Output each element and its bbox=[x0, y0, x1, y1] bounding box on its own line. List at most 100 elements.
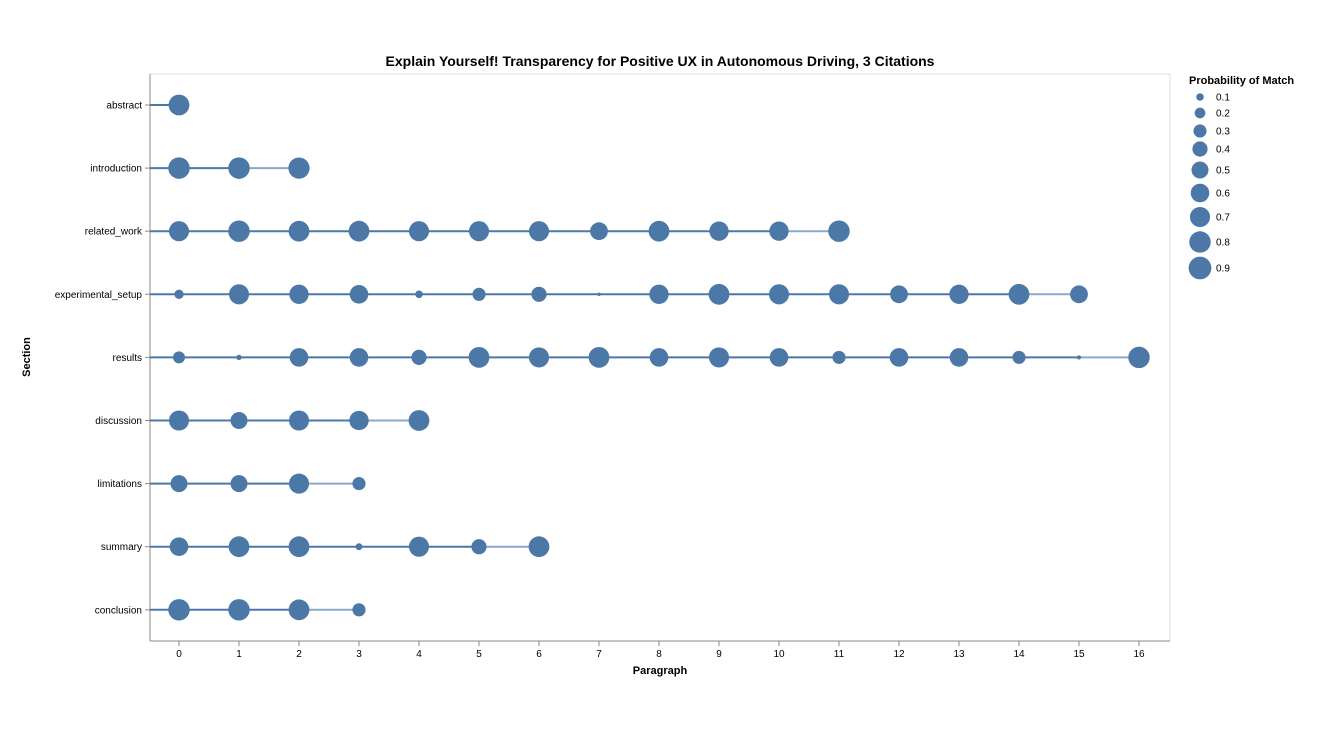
legend: Probability of Match 0.1 0.2 0.3 0.4 0.5 0.6 0… bbox=[1188, 75, 1294, 280]
point-experimental_setup-3 bbox=[349, 285, 369, 304]
point-results-6 bbox=[528, 347, 550, 368]
legend-label-0.9: 0.9 bbox=[1216, 264, 1230, 275]
point-related_work-7 bbox=[590, 222, 608, 241]
y-tick-label-experimental_setup: experimental_setup bbox=[55, 290, 143, 301]
x-tick-label-4: 4 bbox=[416, 649, 422, 660]
y-axis-ticks: abstract introduction related_work experime… bbox=[55, 101, 150, 616]
legend-symbol-0.6 bbox=[1190, 183, 1210, 203]
point-experimental_setup-10 bbox=[768, 284, 790, 305]
point-limitations-3 bbox=[352, 477, 366, 491]
point-results-11 bbox=[832, 350, 846, 364]
legend-symbol-0.8 bbox=[1189, 231, 1211, 253]
point-conclusion-2 bbox=[288, 599, 310, 621]
point-limitations-1 bbox=[230, 475, 248, 493]
point-results-4 bbox=[411, 349, 427, 365]
point-results-2 bbox=[289, 348, 309, 367]
point-conclusion-3 bbox=[352, 603, 366, 617]
x-tick-label-9: 9 bbox=[716, 649, 722, 660]
point-related_work-3 bbox=[348, 220, 370, 242]
point-experimental_setup-5 bbox=[472, 287, 486, 301]
y-tick-label-abstract: abstract bbox=[106, 101, 142, 112]
point-experimental_setup-14 bbox=[1008, 283, 1030, 305]
legend-label-0.1: 0.1 bbox=[1216, 93, 1230, 104]
y-tick-label-limitations: limitations bbox=[98, 479, 142, 490]
point-conclusion-1 bbox=[228, 599, 250, 621]
y-tick-label-related_work: related_work bbox=[85, 227, 143, 238]
point-experimental_setup-4 bbox=[415, 290, 423, 299]
point-related_work-0 bbox=[168, 221, 190, 242]
x-tick-label-1: 1 bbox=[236, 649, 242, 660]
x-tick-label-8: 8 bbox=[656, 649, 662, 660]
point-experimental_setup-2 bbox=[289, 284, 309, 304]
x-tick-label-13: 13 bbox=[953, 649, 965, 660]
point-summary-1 bbox=[228, 536, 250, 558]
legend-label-0.2: 0.2 bbox=[1216, 109, 1230, 120]
x-tick-label-3: 3 bbox=[356, 649, 362, 660]
point-introduction-0 bbox=[168, 157, 190, 179]
point-summary-6 bbox=[528, 536, 550, 558]
point-related_work-5 bbox=[468, 221, 490, 242]
point-related_work-10 bbox=[769, 221, 789, 241]
point-discussion-4 bbox=[408, 410, 430, 431]
point-related_work-2 bbox=[288, 220, 310, 242]
y-axis-title: Section bbox=[21, 337, 33, 377]
x-tick-label-6: 6 bbox=[536, 649, 542, 660]
point-results-14 bbox=[1012, 350, 1026, 364]
point-summary-3 bbox=[355, 543, 363, 551]
x-tick-label-11: 11 bbox=[834, 649, 845, 660]
point-experimental_setup-9 bbox=[708, 283, 730, 305]
point-introduction-1 bbox=[228, 157, 250, 179]
x-tick-label-0: 0 bbox=[176, 649, 182, 660]
series-points bbox=[168, 94, 1150, 621]
legend-symbol-0.3 bbox=[1193, 124, 1207, 138]
point-experimental_setup-7 bbox=[597, 292, 601, 296]
point-summary-2 bbox=[288, 536, 310, 558]
x-tick-label-7: 7 bbox=[596, 649, 602, 660]
x-axis-title: Paragraph bbox=[633, 665, 688, 677]
point-related_work-6 bbox=[528, 221, 550, 242]
legend-symbol-0.1 bbox=[1196, 93, 1204, 101]
point-results-3 bbox=[349, 348, 369, 367]
point-results-12 bbox=[889, 348, 909, 367]
x-tick-label-12: 12 bbox=[893, 649, 905, 660]
point-summary-4 bbox=[408, 536, 430, 557]
legend-symbol-0.4 bbox=[1192, 141, 1208, 157]
y-tick-label-results: results bbox=[113, 353, 142, 364]
point-limitations-0 bbox=[170, 475, 188, 493]
chart-title: Explain Yourself! Transparency for Posit… bbox=[386, 53, 935, 69]
point-results-1 bbox=[236, 354, 242, 361]
y-tick-label-conclusion: conclusion bbox=[95, 605, 142, 616]
point-summary-5 bbox=[471, 539, 487, 555]
point-results-10 bbox=[769, 348, 789, 367]
legend-label-0.6: 0.6 bbox=[1216, 189, 1230, 200]
point-results-0 bbox=[173, 351, 185, 364]
legend-label-0.4: 0.4 bbox=[1216, 145, 1230, 156]
y-tick-label-discussion: discussion bbox=[95, 416, 142, 427]
point-experimental_setup-0 bbox=[174, 289, 184, 299]
point-experimental_setup-13 bbox=[949, 284, 969, 304]
point-results-13 bbox=[949, 348, 969, 367]
legend-label-0.7: 0.7 bbox=[1216, 213, 1230, 224]
point-experimental_setup-8 bbox=[649, 284, 669, 304]
point-discussion-1 bbox=[230, 412, 248, 429]
y-tick-label-summary: summary bbox=[101, 542, 142, 553]
legend-label-0.3: 0.3 bbox=[1216, 127, 1230, 138]
point-summary-0 bbox=[169, 537, 189, 556]
point-limitations-2 bbox=[288, 473, 310, 494]
point-conclusion-0 bbox=[168, 599, 190, 621]
point-results-7 bbox=[588, 347, 610, 368]
x-tick-label-10: 10 bbox=[773, 649, 785, 660]
x-tick-label-2: 2 bbox=[296, 649, 302, 660]
legend-label-0.5: 0.5 bbox=[1216, 166, 1230, 177]
point-discussion-2 bbox=[288, 410, 310, 431]
x-tick-label-5: 5 bbox=[476, 649, 482, 660]
point-related_work-9 bbox=[709, 221, 729, 241]
point-results-8 bbox=[649, 348, 669, 367]
legend-symbol-0.7 bbox=[1189, 206, 1211, 228]
point-results-16 bbox=[1128, 346, 1150, 369]
point-experimental_setup-6 bbox=[531, 286, 547, 302]
x-tick-label-16: 16 bbox=[1133, 649, 1145, 660]
point-abstract-0 bbox=[168, 94, 190, 116]
x-axis-ticks: 0 1 2 3 4 5 6 7 8 9 10 11 12 13 14 15 16 bbox=[176, 641, 1145, 660]
